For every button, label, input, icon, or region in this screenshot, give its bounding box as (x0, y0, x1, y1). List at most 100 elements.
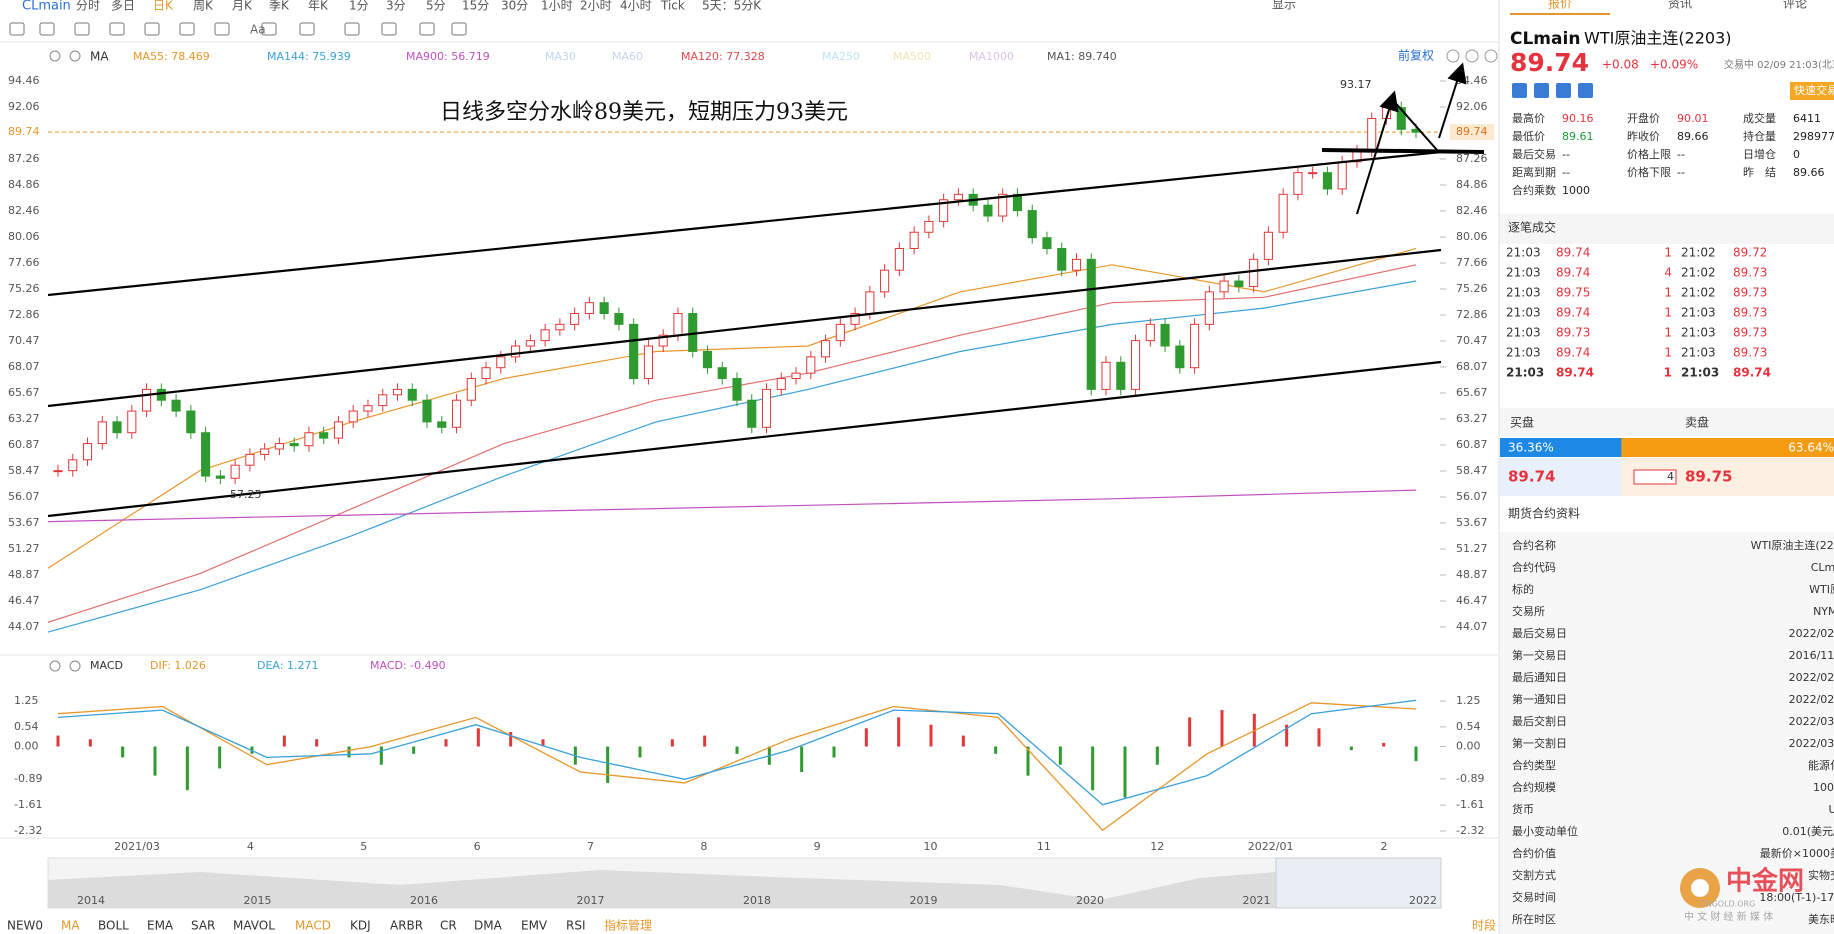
indicator-tab[interactable]: EMA (147, 919, 174, 933)
period-tab[interactable]: 2小时 (580, 0, 612, 13)
macd-bar (1285, 724, 1289, 747)
period-tab[interactable]: 周K (193, 0, 214, 13)
indicator-tab[interactable]: RSI (566, 919, 586, 933)
info-label: 合约类型 (1512, 758, 1556, 772)
candle (525, 340, 535, 347)
period-tab[interactable]: 15分 (462, 0, 489, 13)
tool-icon[interactable] (144, 22, 160, 36)
indicator-tab[interactable]: EMV (521, 919, 548, 933)
tool-icon[interactable] (9, 22, 25, 36)
y-tick-label: 44.07 (8, 620, 40, 633)
close-icon[interactable] (69, 50, 81, 62)
trade-button[interactable] (1790, 82, 1834, 100)
tool-icon[interactable] (299, 22, 315, 36)
indicator-tab[interactable]: DMA (474, 919, 503, 933)
symbol-tab[interactable]: CLmain (22, 0, 71, 14)
period-tab[interactable]: 日K (153, 0, 174, 13)
period-tab[interactable]: 5天：5分K (702, 0, 762, 13)
period-tab[interactable]: 月K (232, 0, 253, 13)
period-tab[interactable]: 3分 (386, 0, 406, 13)
period-tab[interactable]: 5分 (426, 0, 446, 13)
panel-tab[interactable]: 评论 (1783, 0, 1807, 11)
ma-legend-item: MA1000 (969, 50, 1014, 63)
indicator-tab[interactable]: MA (61, 919, 80, 933)
indicator-tab[interactable]: 指标管理 (604, 918, 652, 933)
navigator-window[interactable] (1275, 857, 1442, 909)
candle (1086, 258, 1096, 390)
ma-line (48, 489, 1417, 523)
zoom-icon[interactable] (1484, 49, 1498, 63)
restore-button[interactable]: 前复权 (1398, 48, 1434, 63)
candle (599, 302, 609, 315)
dea-line (57, 699, 1417, 806)
trade-cell: 21:03 (1506, 326, 1541, 340)
indicator-tab[interactable]: SAR (191, 919, 215, 933)
indicator-tab[interactable]: MAVOL (233, 919, 275, 933)
year-label: 2020 (1076, 894, 1104, 907)
period-tab[interactable]: 1分 (349, 0, 369, 13)
candle (1234, 280, 1244, 287)
tool-icon[interactable] (261, 22, 277, 36)
trade-cell: 89.75 (1556, 286, 1590, 300)
indicator-tab[interactable]: MACD (295, 919, 331, 933)
y-tick-label: 46.47 (8, 594, 40, 607)
quote-icon (1556, 83, 1571, 98)
ma-line (48, 280, 1417, 633)
period-tab[interactable]: 多日 (111, 0, 135, 13)
macd-bar (800, 746, 804, 773)
period-tab[interactable]: Tick (660, 0, 685, 13)
y-tick-label: 77.66 (8, 256, 40, 269)
x-tick-label: 5 (360, 840, 367, 853)
candle (142, 388, 152, 412)
macd-bar (218, 746, 222, 769)
period-tab[interactable]: 年K (308, 0, 329, 13)
tool-icon[interactable] (419, 22, 435, 36)
tool-icon[interactable] (74, 22, 90, 36)
info-label: 最后通知日 (1512, 670, 1567, 684)
stat-label: 成交量 (1743, 111, 1776, 125)
macd-bar (638, 746, 642, 758)
tool-icon[interactable] (39, 22, 55, 36)
y-tick-label: 68.07 (8, 360, 40, 373)
candle (880, 269, 890, 293)
zoom-icon[interactable] (1446, 49, 1460, 63)
tool-icon[interactable] (214, 22, 230, 36)
font-tool[interactable]: Aa (250, 23, 266, 37)
period-tab[interactable]: 季K (269, 0, 290, 13)
display-menu[interactable]: 显示 (1272, 0, 1296, 12)
panel-tab[interactable]: 报价 (1548, 0, 1572, 11)
y-tick-label: 0.00 (1456, 740, 1481, 753)
settings-icon[interactable] (49, 50, 61, 62)
settings-icon[interactable] (49, 660, 61, 672)
indicator-tab[interactable]: NEW0 (7, 919, 43, 933)
tool-icon[interactable] (344, 22, 360, 36)
y-tick-label: 56.07 (8, 490, 40, 503)
tool-icon[interactable] (451, 22, 467, 36)
macd-bar (961, 735, 965, 747)
trade-cell: 21:02 (1681, 246, 1716, 260)
info-label: 交易时间 (1512, 890, 1556, 904)
close-icon[interactable] (69, 660, 81, 672)
trade-button-label[interactable]: 快速交易 (1794, 83, 1834, 97)
indicator-tab[interactable]: BOLL (98, 919, 129, 933)
zoom-icon[interactable] (1465, 49, 1479, 63)
period-tab[interactable]: 分时 (76, 0, 100, 13)
y-tick-label: 65.67 (8, 386, 40, 399)
stat-value: 89.66 (1793, 166, 1825, 179)
y-tick-label: 53.67 (1456, 516, 1488, 529)
trade-cell: 21:03 (1506, 246, 1541, 260)
tool-icon[interactable] (109, 22, 125, 36)
stat-value: -- (1562, 166, 1570, 179)
panel-tab[interactable]: 资讯 (1668, 0, 1692, 11)
candle (850, 313, 860, 325)
period-tab[interactable]: 1小时 (541, 0, 573, 13)
macd-bar (315, 739, 319, 747)
indicator-tab[interactable]: ARBR (390, 919, 423, 933)
period-tab[interactable]: 30分 (501, 0, 528, 13)
tool-icon[interactable] (179, 22, 195, 36)
indicator-tab[interactable]: CR (440, 919, 457, 933)
indicator-tab[interactable]: KDJ (350, 919, 371, 933)
tool-icon[interactable] (381, 22, 397, 36)
period-button[interactable]: 时段 (1472, 918, 1496, 933)
period-tab[interactable]: 4小时 (620, 0, 652, 13)
